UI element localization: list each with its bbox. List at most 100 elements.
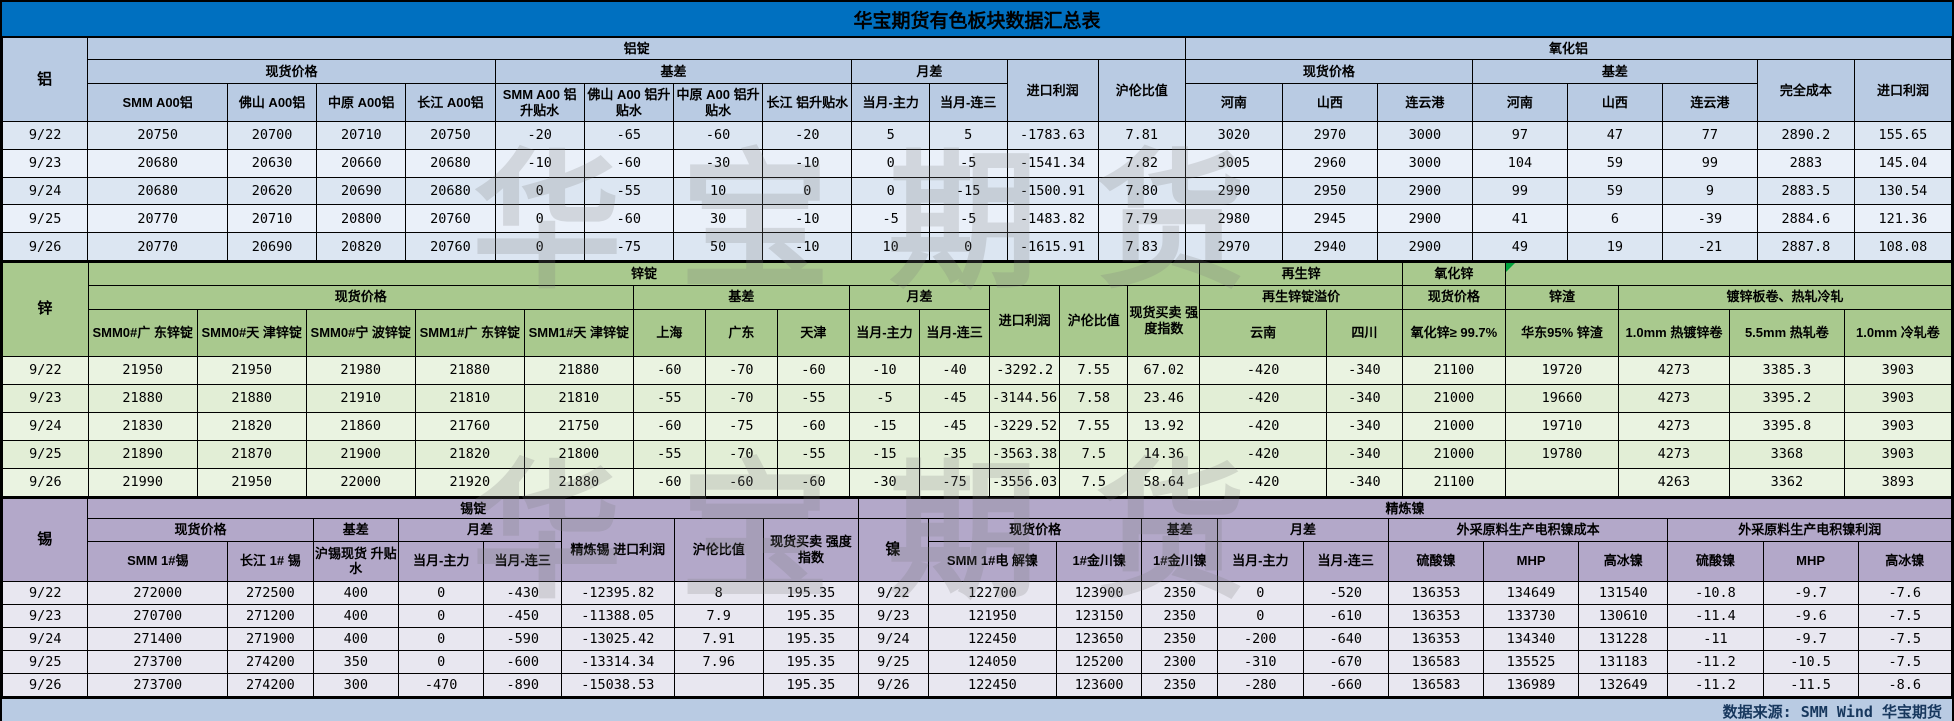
data-cell: -600 (483, 649, 563, 674)
column-header: 当月-连三 (918, 308, 991, 357)
data-cell: -5 (928, 204, 1008, 234)
data-cell: 21000 (1401, 439, 1507, 469)
data-cell: 21830 (87, 411, 198, 441)
data-cell: -10 (762, 148, 853, 178)
data-cell: 400 (312, 626, 399, 651)
data-cell: 9 (1661, 176, 1758, 206)
data-cell: 122450 (927, 626, 1057, 651)
data-cell: -5 (928, 148, 1008, 178)
data-cell: 3395.8 (1728, 411, 1845, 441)
data-cell: 2883 (1756, 148, 1855, 178)
data-cell: 122700 (927, 580, 1057, 605)
column-header: 山西 (1566, 83, 1663, 122)
column-header: 长江 铝升贴水 (762, 83, 853, 122)
column-header: 外采原料生产电积镍成本 (1387, 517, 1669, 542)
data-cell: -3556.03 (989, 467, 1061, 498)
column-header: 基差 (1471, 59, 1758, 84)
data-cell: 21950 (196, 355, 307, 385)
data-cell: 0 (494, 176, 585, 206)
data-cell: -470 (397, 672, 485, 698)
data-cell: -60 (776, 411, 850, 441)
data-cell: 2300 (1141, 649, 1219, 674)
column-header: SMM0#宁 波锌锭 (305, 308, 416, 357)
date-cell: 9/23 (2, 383, 89, 413)
data-cell: 58.64 (1127, 467, 1201, 498)
data-cell: 273700 (87, 672, 229, 698)
data-cell: 2890.2 (1756, 121, 1855, 150)
data-cell: 131540 (1578, 580, 1669, 605)
data-cell: 195.35 (762, 672, 860, 698)
column-header: 锌锭 (87, 261, 1201, 286)
data-cell: -9.7 (1762, 626, 1859, 651)
column-header: 现货价格 (1401, 284, 1507, 310)
column-header: 现货价格 (87, 59, 496, 84)
data-cell: -7.5 (1857, 626, 1953, 651)
table-row: 9/26 273700 274200 300 -470 -890 -15038.53 195.… (1, 672, 1953, 698)
data-cell: 20800 (316, 204, 407, 234)
data-cell: 59 (1566, 148, 1663, 178)
data-cell: 20690 (226, 232, 318, 261)
data-cell: 3893 (1843, 467, 1953, 498)
column-header: 铝锭 (87, 37, 1186, 60)
column-header: 当月-主力 (1217, 540, 1304, 582)
data-cell: -11388.05 (561, 603, 675, 628)
data-cell: -3292.2 (989, 355, 1061, 385)
column-header: SMM A00铝 (87, 83, 228, 122)
table-row: 9/25 21890 21870 21900 21820 21800 -55 -70 -55 -1… (2, 439, 1953, 469)
data-cell: 14.36 (1127, 439, 1201, 469)
column-header: 完全成本 (1756, 59, 1855, 122)
column-header: 华东95% 锌渣 (1505, 308, 1619, 357)
table-row: 9/24 21830 21820 21860 21760 21750 -60 -75 -60 -1… (2, 411, 1953, 441)
date-cell: 9/26 (2, 467, 89, 498)
data-cell: 21880 (87, 383, 198, 413)
data-cell: -340 (1325, 411, 1403, 441)
data-cell: 20680 (87, 176, 228, 206)
column-header: SMM A00 铝升贴水 (494, 83, 585, 122)
table-row: 9/23 270700 271200 400 0 -450 -11388.05 7.9 195.… (1, 603, 1953, 628)
table-row: 9/25 273700 274200 350 0 -600 -13314.34 7.96 195… (1, 649, 1953, 674)
data-cell: -45 (918, 383, 991, 413)
data-cell: 20680 (405, 176, 496, 206)
table-row: 9/24 20680 20620 20690 20680 0 -55 10 0 0 -15 -1500… (1, 176, 1953, 206)
column-header: 1#金川镍 (1055, 540, 1143, 582)
data-cell: 2350 (1141, 603, 1219, 628)
column-header: 1.0mm 冷轧卷 (1843, 308, 1953, 357)
data-cell: -430 (483, 580, 563, 605)
data-cell: -11.5 (1762, 672, 1859, 698)
date-cell: 9/22 (1, 121, 89, 150)
column-header: 沪伦比值 (1059, 284, 1129, 357)
data-cell: -60 (632, 411, 706, 441)
data-cell: 2350 (1141, 672, 1219, 698)
column-header: 月差 (397, 517, 563, 542)
data-cell: 7.96 (673, 649, 764, 674)
column-header: 氧化锌 (1401, 261, 1507, 286)
data-cell: 21820 (414, 439, 525, 469)
data-cell: 136353 (1387, 580, 1485, 605)
date-cell: 9/25 (1, 649, 89, 674)
column-header: 再生锌 (1199, 261, 1403, 286)
column-header: 精炼锡 进口利润 (561, 517, 675, 582)
data-cell: -10 (762, 232, 853, 261)
data-cell: -60 (776, 355, 850, 385)
data-cell: 21810 (523, 383, 634, 413)
data-cell: -7.6 (1857, 580, 1953, 605)
date-cell: 9/22 (1, 580, 89, 605)
date-cell: 9/26 (1, 232, 89, 261)
data-cell: 3000 (1376, 121, 1473, 150)
data-cell: -340 (1325, 467, 1403, 498)
data-cell: -200 (1217, 626, 1304, 651)
column-header: 当月-主力 (848, 308, 921, 357)
data-cell: 2883.5 (1756, 176, 1855, 206)
data-cell: -3563.38 (989, 439, 1061, 469)
column-header: SMM 1#电 解镍 (927, 540, 1057, 582)
data-cell: 7.5 (1059, 467, 1129, 498)
data-cell: 0 (851, 176, 930, 206)
data-cell: 20820 (316, 232, 407, 261)
column-header: 沪伦比值 (673, 517, 764, 582)
data-cell: 0 (762, 176, 853, 206)
data-cell: -11.2 (1667, 672, 1764, 698)
column-header: SMM0#天 津锌锭 (196, 308, 307, 357)
data-cell: 47 (1566, 121, 1663, 150)
data-cell: -39 (1661, 204, 1758, 234)
column-header: 锌渣 (1505, 284, 1619, 310)
